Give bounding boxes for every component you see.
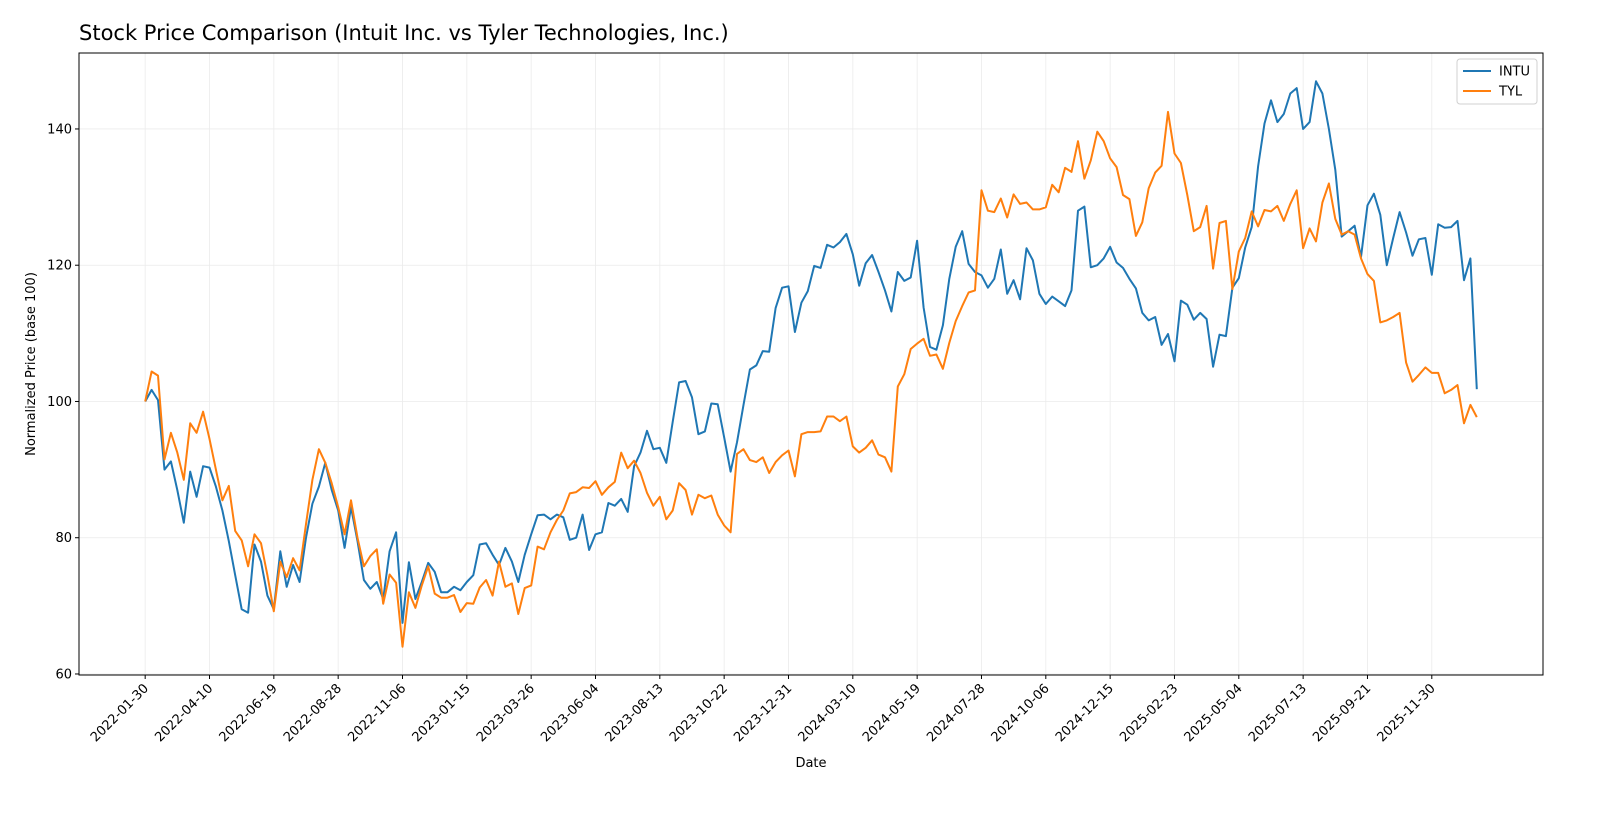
x-tick-label: 2024-03-10 <box>796 681 860 745</box>
x-tick-label: 2025-09-21 <box>1310 681 1374 745</box>
legend: INTU TYL <box>1456 58 1538 105</box>
plot-frame <box>78 52 1544 676</box>
x-tick-label: 2025-11-30 <box>1375 681 1439 745</box>
x-tick-label: 2025-07-13 <box>1246 681 1310 745</box>
y-tick-label: 120 <box>47 259 72 274</box>
legend-label-tyl: TYL <box>1498 85 1523 100</box>
y-tick-label: 100 <box>47 395 72 410</box>
chart-title: Stock Price Comparison (Intuit Inc. vs T… <box>79 21 729 45</box>
x-tick-label: 2023-08-13 <box>603 681 667 745</box>
x-axis-label: Date <box>795 756 826 771</box>
x-tick-label: 2022-08-28 <box>281 681 345 745</box>
y-tick-label: 140 <box>47 122 72 137</box>
x-tick-label: 2024-07-28 <box>924 681 988 745</box>
x-tick-label: 2025-02-23 <box>1117 681 1181 745</box>
x-tick-label: 2022-04-10 <box>152 681 216 745</box>
series-line-tyl <box>144 110 1478 648</box>
legend-label-intu: INTU <box>1499 65 1530 80</box>
x-tick-label: 2023-03-26 <box>474 681 538 745</box>
x-tick-label: 2022-06-19 <box>217 681 281 745</box>
grid <box>79 53 1543 675</box>
x-tick-label: 2024-05-19 <box>860 681 924 745</box>
y-tick-label: 80 <box>55 531 72 546</box>
x-tick-label: 2024-12-15 <box>1053 681 1117 745</box>
series-lines <box>144 80 1478 648</box>
x-tick-label: 2024-10-06 <box>989 681 1053 745</box>
y-tick-label: 60 <box>55 667 72 682</box>
x-tick-label: 2025-05-04 <box>1182 681 1246 745</box>
x-tick-label: 2023-12-31 <box>731 681 795 745</box>
x-axis: 2022-01-30 2022-04-10 2022-06-19 2022-08-28… <box>88 675 1439 745</box>
y-axis-label: Normalized Price (base 100) <box>24 272 39 456</box>
x-tick-label: 2023-01-15 <box>410 681 474 745</box>
x-tick-label: 2022-11-06 <box>345 681 409 745</box>
x-tick-label: 2023-06-04 <box>538 681 602 745</box>
x-tick-label: 2022-01-30 <box>88 681 152 745</box>
x-tick-label: 2023-10-22 <box>667 681 731 745</box>
series-line-intu <box>144 80 1478 624</box>
y-axis: 60 80 100 120 140 <box>47 122 79 682</box>
